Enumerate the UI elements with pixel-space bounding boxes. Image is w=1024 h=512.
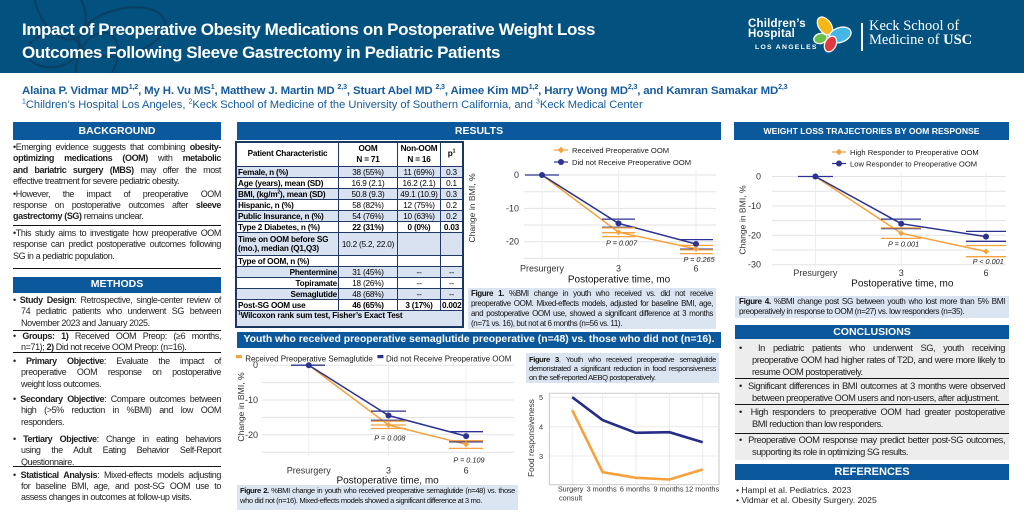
svg-text:6: 6	[983, 268, 988, 278]
svg-text:-20: -20	[245, 430, 258, 440]
svg-text:Food responsiveness: Food responsiveness	[527, 399, 536, 477]
svg-text:High Responder to Preoperative: High Responder to Preoperative OOM	[850, 148, 979, 157]
svg-text:Received Preoperative OOM: Received Preoperative OOM	[572, 146, 669, 155]
svg-text:-20: -20	[506, 237, 519, 247]
svg-text:Surgery: Surgery	[558, 485, 584, 494]
svg-text:P = 0.008: P = 0.008	[374, 434, 406, 443]
svg-text:Low Responder to Preoperative: Low Responder to Preoperative OOM	[850, 160, 977, 169]
svg-text:P = 0.265: P = 0.265	[684, 255, 716, 264]
svg-text:5: 5	[539, 393, 543, 402]
svg-text:P = 0.109: P = 0.109	[453, 456, 484, 465]
svg-text:4: 4	[539, 423, 543, 432]
svg-text:0: 0	[514, 170, 519, 180]
svg-text:6: 6	[693, 264, 698, 274]
svg-text:Received Preoperative Semaglut: Received Preoperative Semaglutide	[245, 354, 373, 363]
svg-text:-10: -10	[748, 201, 761, 211]
svg-text:-20: -20	[748, 230, 761, 240]
svg-text:Postoperative time, mo: Postoperative time, mo	[336, 476, 439, 487]
svg-text:consult: consult	[559, 494, 582, 503]
svg-text:Presurgery: Presurgery	[520, 264, 565, 274]
svg-text:3: 3	[539, 452, 543, 461]
svg-text:Presurgery: Presurgery	[793, 268, 838, 278]
svg-text:P = 0.001: P = 0.001	[888, 240, 919, 249]
svg-text:Postoperative time, mo: Postoperative time, mo	[851, 279, 954, 290]
svg-text:Change in BMI, %: Change in BMI, %	[467, 173, 477, 243]
svg-text:Postoperative time, mo: Postoperative time, mo	[568, 275, 671, 286]
svg-text:Change in BMI, %: Change in BMI, %	[236, 372, 246, 442]
svg-text:-30: -30	[748, 260, 761, 270]
svg-text:0: 0	[253, 360, 258, 370]
svg-text:6 months: 6 months	[620, 485, 650, 494]
svg-text:Change in BMI, %: Change in BMI, %	[738, 185, 748, 255]
svg-text:3: 3	[386, 465, 391, 475]
svg-text:-10: -10	[506, 203, 519, 213]
svg-text:3 months: 3 months	[587, 485, 617, 494]
svg-text:6: 6	[464, 465, 469, 475]
svg-text:P = 0.007: P = 0.007	[606, 239, 638, 248]
svg-text:12 months: 12 months	[685, 485, 719, 494]
svg-text:P < 0.001: P < 0.001	[973, 257, 1004, 266]
svg-text:Presurgery: Presurgery	[287, 465, 332, 475]
svg-text:-10: -10	[245, 395, 258, 405]
svg-text:Did not Receive Preoperative O: Did not Receive Preoperative OOM	[572, 158, 691, 167]
svg-text:0: 0	[756, 172, 761, 182]
svg-text:Did not Receive Preoperative O: Did not Receive Preoperative OOM	[386, 354, 512, 363]
svg-text:3: 3	[616, 264, 621, 274]
svg-text:9 months: 9 months	[653, 485, 683, 494]
svg-text:3: 3	[899, 268, 904, 278]
